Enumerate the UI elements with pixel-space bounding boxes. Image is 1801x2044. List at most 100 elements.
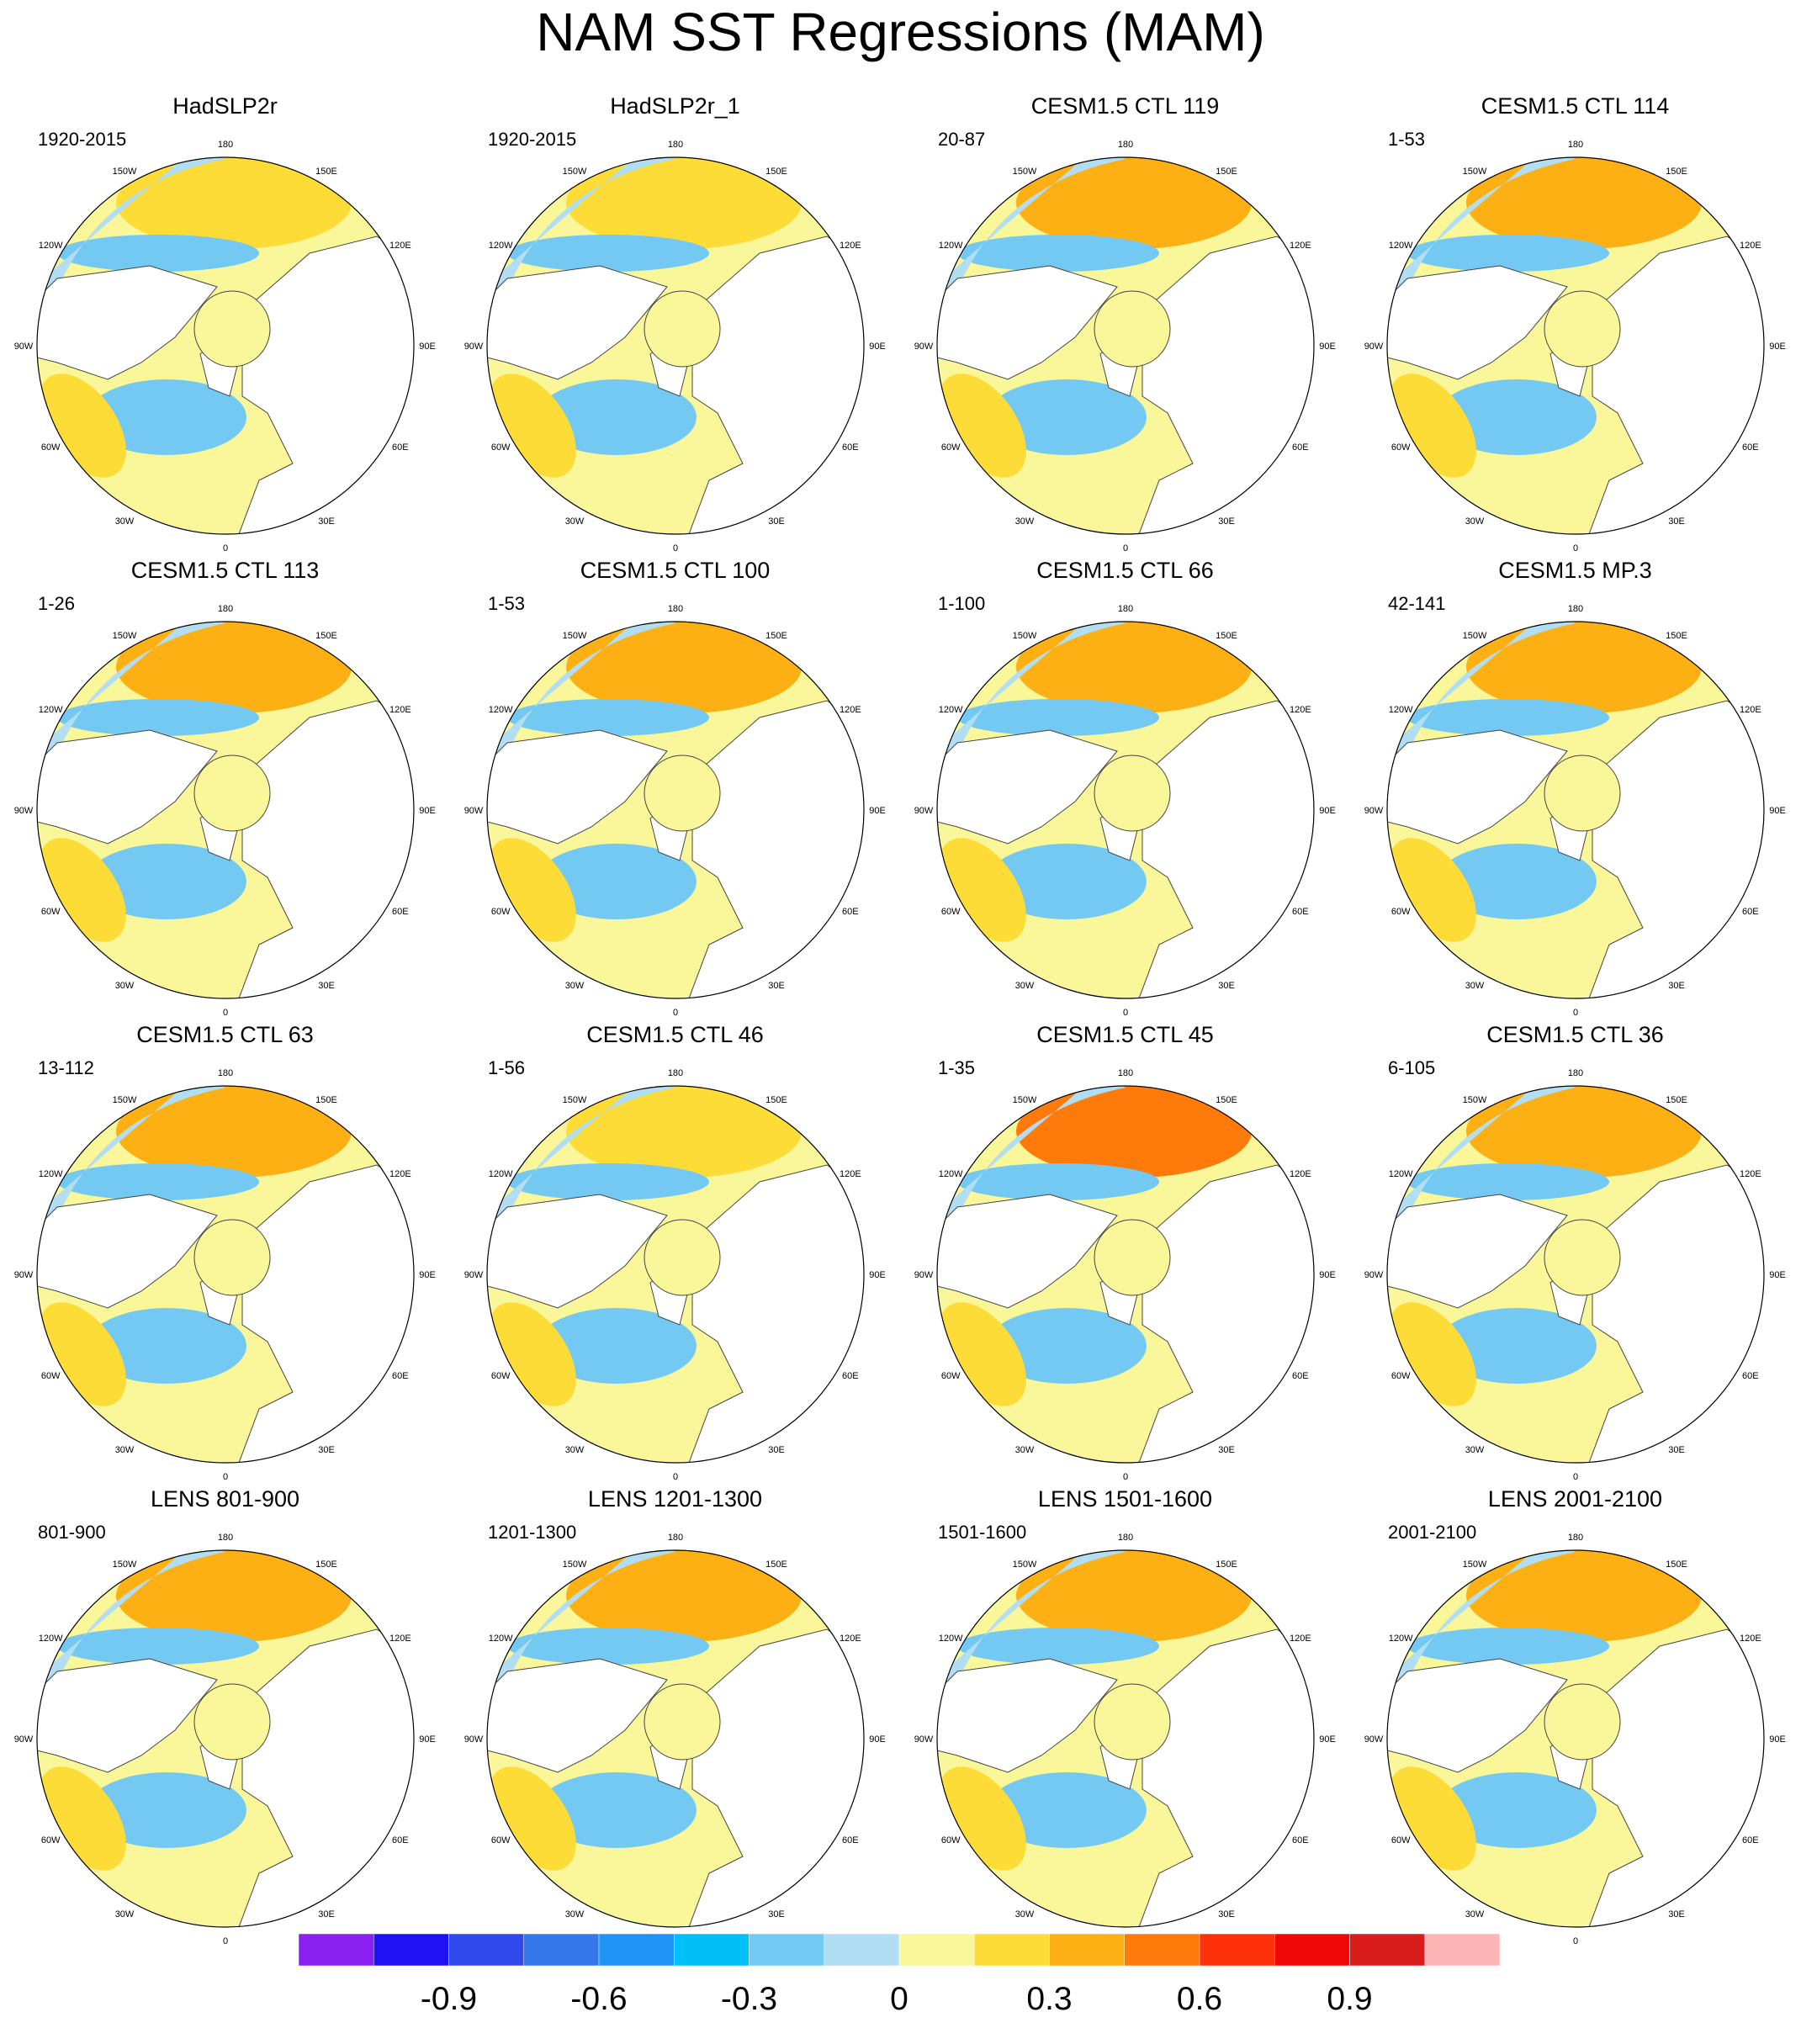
atlantic-core <box>133 1795 192 1825</box>
longitude-label: 30E <box>768 1909 785 1920</box>
north-america-land <box>37 265 218 380</box>
panel-title: LENS 801-900 <box>150 1486 300 1512</box>
longitude-label: 150E <box>1216 1559 1237 1570</box>
colorbar-swatch <box>448 1933 524 1967</box>
north-america-land <box>37 729 218 845</box>
arctic-ocean <box>1544 1683 1621 1761</box>
longitude-label: 60E <box>1742 1371 1759 1381</box>
map-border <box>36 156 415 535</box>
longitude-label: 60W <box>1391 1835 1411 1845</box>
atlantic-core <box>1483 402 1542 432</box>
longitude-label: 60E <box>1292 1835 1309 1845</box>
longitude-label: 60E <box>392 907 409 917</box>
arctic-ocean <box>193 755 271 832</box>
longitude-label: 30E <box>318 516 335 527</box>
longitude-label: 120W <box>489 1634 513 1644</box>
panel-title: LENS 2001-2100 <box>1487 1486 1663 1512</box>
colorbar-swatch <box>1424 1933 1501 1967</box>
longitude-label: 120W <box>1389 241 1413 251</box>
longitude-label: 60E <box>1292 907 1309 917</box>
longitude-label: 180 <box>1568 140 1583 150</box>
longitude-label: 150W <box>113 1095 137 1105</box>
map-panel: CESM1.5 CTL 66 1-100 180 150E 120E 90E 60E 30E 0… <box>900 559 1350 1024</box>
longitude-label: 30W <box>1465 981 1485 991</box>
longitude-label: 90W <box>464 806 484 816</box>
figure-title: NAM SST Regressions (MAM) <box>536 2 1265 62</box>
longitude-label: 120W <box>1389 705 1413 715</box>
map-panel: CESM1.5 CTL 63 13-112 180 150E 120E 90E 60E 30E… <box>0 1024 450 1488</box>
longitude-label: 0 <box>1573 1936 1578 1946</box>
colorbar-swatch <box>824 1933 900 1967</box>
longitude-label: 60E <box>392 442 409 453</box>
longitude-label: 60W <box>491 442 511 453</box>
longitude-label: 90W <box>14 1270 34 1280</box>
pacific-anomaly <box>1466 622 1702 713</box>
longitude-label: 120E <box>389 1634 411 1644</box>
panel-period: 2001-2100 <box>1388 1522 1477 1543</box>
atlantic-core <box>1483 1331 1542 1361</box>
map-border <box>486 621 865 999</box>
longitude-label: 90E <box>1319 1734 1336 1745</box>
longitude-label: 90E <box>1769 1270 1786 1280</box>
colorbar-tick-label: 0.3 <box>1026 1981 1072 2017</box>
pacific-negative-band <box>57 1628 259 1665</box>
longitude-label: 60E <box>392 1835 409 1845</box>
colorbar-swatch <box>898 1933 975 1967</box>
pacific-negative-band <box>1407 1163 1609 1200</box>
longitude-label: 30W <box>115 516 135 527</box>
colorbar-swatch <box>1274 1933 1350 1967</box>
longitude-label: 150W <box>1013 167 1037 177</box>
panel-title: CESM1.5 CTL 46 <box>586 1022 764 1047</box>
longitude-label: 150W <box>563 167 587 177</box>
north-america-land <box>937 265 1118 380</box>
map-border <box>36 1549 415 1928</box>
longitude-label: 120E <box>1290 1169 1311 1179</box>
map-border <box>486 156 865 535</box>
panel-period: 42-141 <box>1388 593 1446 614</box>
longitude-label: 180 <box>218 140 233 150</box>
longitude-label: 30W <box>115 1909 135 1920</box>
arctic-ocean <box>1544 755 1621 832</box>
longitude-label: 90E <box>419 342 436 352</box>
atlantic-core <box>1033 1331 1092 1361</box>
longitude-label: 0 <box>673 1472 678 1482</box>
longitude-label: 150W <box>1463 631 1487 641</box>
colorbar-swatch <box>1199 1933 1275 1967</box>
pacific-negative-band <box>957 1628 1159 1665</box>
panel-period: 1501-1600 <box>938 1522 1027 1543</box>
arctic-ocean <box>1544 1219 1621 1296</box>
longitude-label: 120E <box>389 1169 411 1179</box>
pacific-negative-band <box>507 1163 709 1200</box>
map-panel: CESM1.5 CTL 36 6-105 180 150E 120E 90E 60E 30E 0… <box>1350 1024 1800 1488</box>
map-panel: CESM1.5 CTL 113 1-26 180 150E 120E 90E 60E 30E 0… <box>0 559 450 1024</box>
panel-title: LENS 1501-1600 <box>1037 1486 1213 1512</box>
longitude-label: 120E <box>1740 241 1761 251</box>
panel-title: CESM1.5 CTL 114 <box>1481 93 1670 119</box>
panel-period: 1920-2015 <box>488 129 577 150</box>
longitude-label: 90E <box>869 1734 886 1745</box>
panel-title: CESM1.5 CTL 100 <box>580 558 771 583</box>
longitude-label: 30W <box>1015 1445 1035 1455</box>
longitude-label: 180 <box>668 140 683 150</box>
arctic-ocean <box>644 1683 721 1761</box>
arctic-ocean <box>193 1219 271 1296</box>
pacific-negative-band <box>507 699 709 736</box>
longitude-label: 30W <box>1015 981 1035 991</box>
longitude-label: 30E <box>1668 981 1685 991</box>
longitude-label: 150E <box>1216 631 1237 641</box>
longitude-label: 120E <box>1740 1169 1761 1179</box>
pacific-negative-band <box>57 235 259 272</box>
arctic-ocean <box>1094 1683 1171 1761</box>
longitude-label: 180 <box>218 1533 233 1543</box>
longitude-label: 90E <box>1769 342 1786 352</box>
colorbar-tick-label: -0.3 <box>721 1981 777 2017</box>
longitude-label: 90E <box>419 1734 436 1745</box>
longitude-label: 150E <box>315 167 337 177</box>
longitude-label: 60E <box>392 1371 409 1381</box>
atlantic-core <box>1033 866 1092 897</box>
colorbar-swatch <box>523 1933 600 1967</box>
